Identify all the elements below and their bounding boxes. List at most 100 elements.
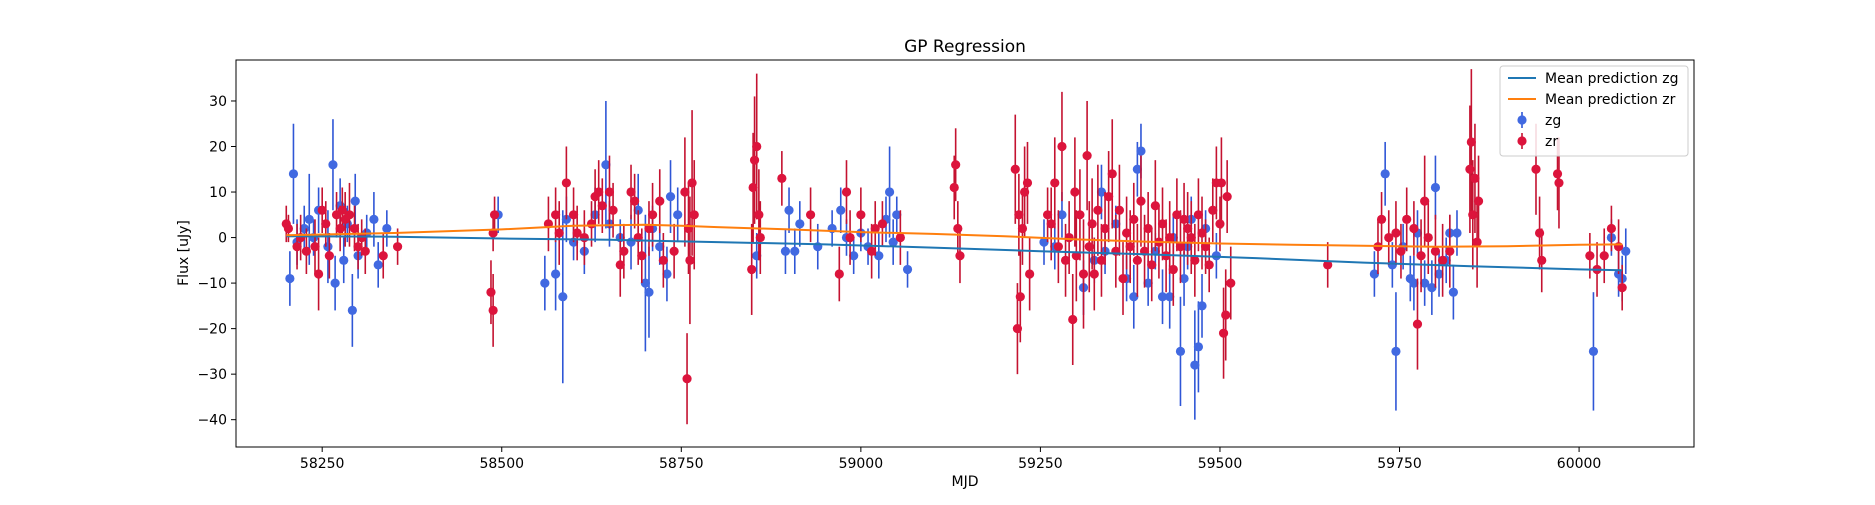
data-point-zg (784, 205, 794, 215)
data-point-zr (337, 205, 347, 215)
data-point-zr (777, 173, 787, 183)
data-point-zr (1183, 223, 1193, 234)
y-axis-label: Flux [uJy] (176, 220, 192, 286)
data-point-zg (323, 242, 333, 252)
data-point-zr (1125, 242, 1135, 252)
data-point-zg (1391, 346, 1401, 356)
y-tick-label: 30 (209, 94, 227, 110)
y-tick-label: 20 (209, 140, 227, 156)
data-point-zr (1531, 164, 1541, 174)
data-point-zr (856, 210, 866, 220)
data-point-zg (1448, 287, 1458, 297)
data-point-zr (301, 246, 311, 256)
data-point-zg (1143, 278, 1153, 288)
data-point-zr (845, 232, 855, 243)
data-point-zg (551, 269, 561, 279)
data-point-zr (357, 232, 367, 243)
x-tick-label: 60000 (1557, 456, 1602, 472)
data-point-zr (949, 182, 959, 193)
data-point-zr (1042, 210, 1053, 220)
x-tick-label: 59750 (1377, 456, 1422, 472)
data-point-zg (1420, 278, 1430, 288)
chart-title: GP Regression (904, 37, 1026, 57)
data-point-zr (1430, 246, 1441, 256)
data-point-zr (752, 141, 762, 152)
data-point-zr (1150, 201, 1160, 211)
data-point-zr (344, 210, 355, 220)
data-point-zr (551, 210, 561, 220)
data-point-zr (486, 287, 496, 297)
data-point-zr (1606, 223, 1617, 234)
x-tick-label: 58750 (659, 456, 704, 472)
data-point-zg (285, 273, 295, 284)
data-point-zg (884, 187, 895, 197)
data-point-zr (1201, 242, 1211, 252)
data-point-zg (304, 214, 314, 224)
data-point-zr (378, 251, 388, 261)
axes-frame (235, 59, 1695, 448)
plot-layer (281, 69, 1631, 425)
legend-label: zg (1545, 113, 1561, 129)
data-point-zr (1093, 205, 1103, 215)
data-point-zr (283, 223, 294, 234)
data-point-zr (586, 219, 597, 229)
data-point-zg (1588, 346, 1599, 356)
data-point-zr (1165, 232, 1175, 243)
data-point-zr (1438, 255, 1448, 265)
data-point-zr (1179, 214, 1189, 224)
data-point-zg (330, 278, 340, 288)
data-point-zr (1014, 210, 1024, 220)
data-point-zg (1039, 237, 1049, 247)
data-point-zr (608, 205, 618, 215)
data-point-zg (644, 287, 654, 297)
legend-marker-swatch (1517, 115, 1527, 125)
data-point-zr (1197, 228, 1207, 238)
x-axis-ticks: 58250 58500 58750 59000 59250 59500 59750 60000 (300, 447, 1601, 472)
data-point-zr (1087, 219, 1097, 229)
data-point-zg (328, 160, 338, 170)
data-point-zr (292, 242, 302, 252)
data-point-zg (1380, 169, 1390, 179)
legend-label: zr (1545, 134, 1558, 150)
data-point-zr (324, 251, 334, 261)
data-point-zr (1376, 214, 1387, 224)
data-point-zr (1472, 237, 1482, 247)
data-point-zr (1423, 232, 1433, 243)
data-point-zr (626, 187, 636, 197)
data-point-zr (637, 251, 647, 261)
data-point-zr (310, 242, 320, 252)
data-point-zr (321, 219, 331, 229)
data-point-zg (662, 269, 672, 279)
data-point-zr (680, 187, 690, 197)
data-point-zr (754, 210, 764, 220)
y-axis-ticks: −40 −30 −20 −10 0 10 20 30 (197, 94, 236, 429)
data-point-zr (1384, 232, 1394, 243)
data-point-zr (1617, 283, 1627, 293)
x-tick-label: 58250 (300, 456, 345, 472)
y-tick-label: −10 (197, 276, 227, 292)
data-point-zg (892, 210, 902, 220)
data-point-zr (1470, 173, 1480, 183)
data-point-zg (369, 214, 379, 224)
legend-box (1499, 65, 1689, 157)
y-tick-label: −20 (197, 322, 227, 338)
data-point-zg (780, 246, 791, 256)
data-point-zr (1096, 255, 1107, 265)
data-point-zr (317, 205, 327, 215)
data-point-zr (870, 223, 880, 234)
data-point-zr (1391, 228, 1401, 238)
data-point-zr (393, 242, 403, 252)
data-point-zr (1012, 324, 1023, 334)
data-point-zr (1466, 137, 1476, 147)
data-point-zr (1104, 191, 1114, 202)
data-point-zg (795, 219, 805, 229)
data-point-zg (1190, 360, 1200, 370)
data-point-zr (604, 187, 615, 197)
data-point-zg (1193, 342, 1204, 352)
data-point-zr (1221, 310, 1231, 320)
data-point-zg (836, 205, 846, 215)
data-point-zg (601, 160, 611, 170)
data-point-zr (1084, 242, 1094, 252)
legend-label: Mean prediction zr (1545, 92, 1676, 108)
data-point-zr (1416, 251, 1426, 261)
